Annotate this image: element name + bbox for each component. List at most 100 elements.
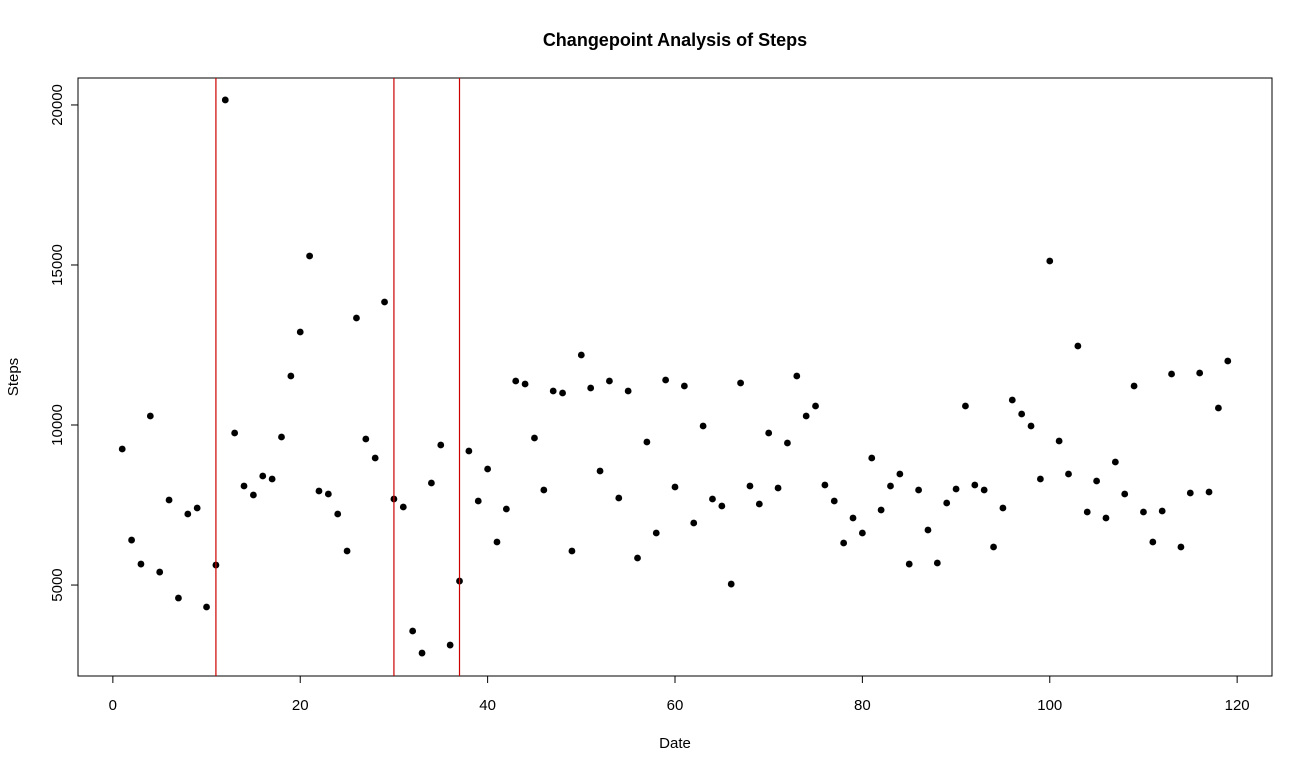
point [755, 500, 763, 508]
point [952, 485, 960, 493]
x-tick-label: 120 [1225, 697, 1250, 714]
point [887, 482, 894, 490]
point [184, 510, 192, 518]
point [371, 454, 379, 462]
point [409, 627, 417, 635]
point [1186, 489, 1194, 497]
point [662, 376, 670, 384]
point [905, 560, 913, 568]
point [587, 384, 595, 392]
point [1215, 404, 1222, 412]
point [1065, 470, 1072, 478]
point [643, 438, 651, 446]
point [493, 538, 501, 546]
point [812, 402, 819, 410]
point [1093, 477, 1101, 485]
point [784, 439, 791, 447]
point [1055, 437, 1063, 445]
point [1130, 382, 1138, 390]
point [231, 429, 239, 437]
point [924, 526, 932, 534]
point [1168, 370, 1175, 378]
point [287, 372, 295, 380]
point [343, 547, 351, 555]
y-tick-label: 20000 [49, 84, 66, 126]
point [381, 298, 388, 306]
point [1083, 508, 1091, 516]
point [680, 382, 688, 390]
x-tick-label: 40 [479, 697, 496, 714]
point [1036, 475, 1044, 483]
point [877, 506, 885, 514]
point [596, 467, 604, 475]
point [1140, 508, 1147, 516]
x-axis-label: Date [659, 735, 691, 752]
point [765, 429, 773, 437]
point [980, 486, 988, 494]
point [671, 483, 679, 491]
y-tick-label: 10000 [49, 404, 66, 446]
point [690, 519, 698, 527]
point [849, 514, 857, 522]
point [1046, 257, 1054, 265]
point [221, 96, 229, 104]
point [1205, 488, 1213, 496]
point [1224, 357, 1232, 365]
point [709, 495, 716, 503]
x-tick-label: 80 [854, 697, 871, 714]
point [324, 490, 332, 498]
point [549, 387, 557, 395]
point [465, 447, 473, 455]
point [259, 472, 267, 480]
point [118, 445, 126, 453]
point [306, 252, 314, 260]
point [1196, 369, 1204, 377]
point [830, 497, 838, 505]
point [128, 536, 135, 544]
point [502, 505, 510, 513]
point [915, 486, 922, 494]
point [962, 402, 969, 410]
point [559, 389, 566, 397]
point [943, 499, 951, 507]
point [1158, 507, 1166, 515]
point [249, 491, 257, 499]
point [1074, 342, 1082, 350]
point [1121, 490, 1129, 498]
y-tick-label: 15000 [49, 244, 66, 286]
x-tick-label: 60 [667, 697, 684, 714]
point [999, 504, 1007, 512]
point [933, 559, 941, 567]
point [418, 649, 426, 657]
point [971, 481, 979, 489]
point [1008, 396, 1016, 404]
point [634, 554, 641, 562]
point [428, 479, 435, 487]
point [577, 351, 585, 359]
point [296, 328, 304, 336]
point [858, 529, 866, 537]
point [203, 603, 210, 611]
point [353, 314, 360, 322]
y-axis-label: Steps [5, 358, 22, 396]
point [840, 539, 848, 547]
point [699, 422, 707, 430]
point [193, 504, 201, 512]
point [175, 594, 182, 602]
point [399, 503, 407, 511]
point [165, 496, 173, 504]
point [821, 481, 829, 489]
point [521, 380, 529, 388]
point [624, 387, 632, 395]
y-tick-label: 5000 [49, 568, 66, 601]
point [990, 543, 997, 551]
point [315, 487, 323, 495]
point [137, 560, 145, 568]
point [896, 470, 904, 478]
point [1149, 538, 1157, 546]
point [512, 377, 520, 385]
x-tick-label: 0 [109, 697, 117, 714]
point [1102, 514, 1110, 522]
